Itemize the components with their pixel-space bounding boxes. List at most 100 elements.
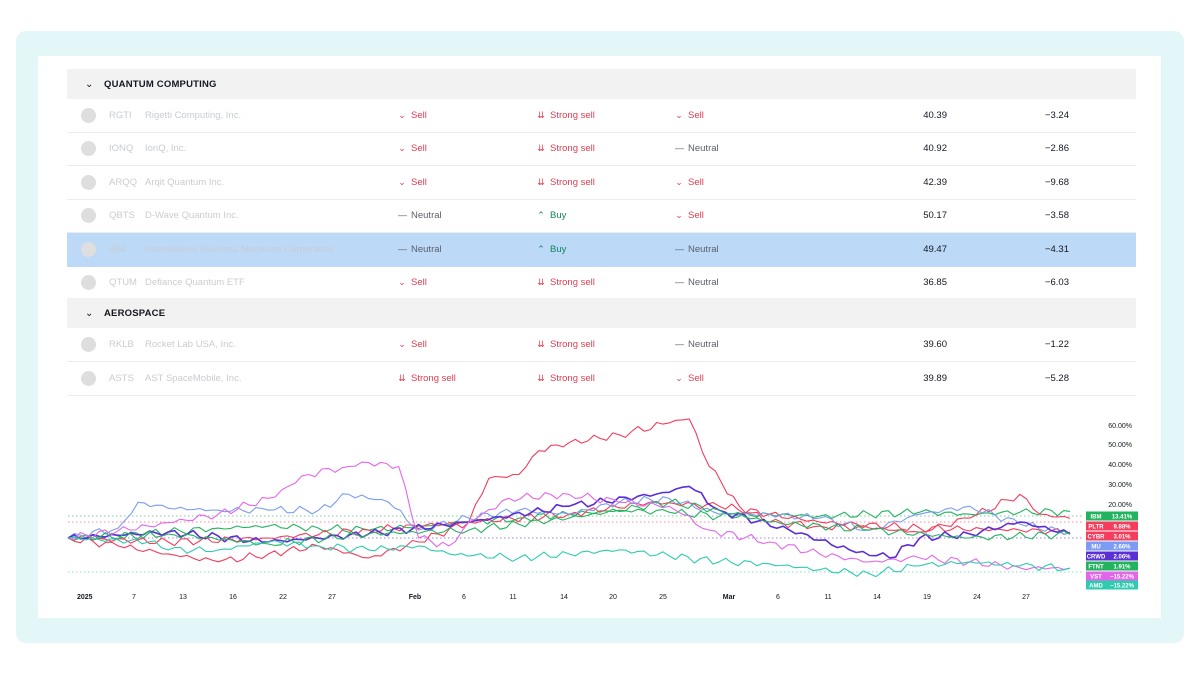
chevron-down-icon[interactable]: ⌄ xyxy=(85,78,94,90)
double-chevron-down-icon: ⇊ xyxy=(398,373,406,383)
ticker-symbol[interactable]: QTUM xyxy=(109,277,137,288)
ticker-symbol[interactable]: ASTS xyxy=(109,373,134,384)
rating-r2: ⇊ Strong sell xyxy=(537,132,595,165)
x-tick-label: 13 xyxy=(179,594,187,601)
series-value-label: 2.06% xyxy=(1113,555,1131,561)
series-name-tag xyxy=(1086,541,1106,551)
rating-label: Strong sell xyxy=(550,110,595,121)
chevron-down-icon: ⌄ xyxy=(398,177,406,187)
ticker-symbol[interactable]: QBTS xyxy=(109,210,135,221)
series-name-label: IBM xyxy=(1091,515,1102,521)
rating-label: Strong sell xyxy=(411,373,456,384)
value-cell: 40.92 xyxy=(923,143,947,154)
rating-label: Neutral xyxy=(411,244,442,255)
group-header-aerospace[interactable]: ⌄ AEROSPACE xyxy=(67,298,1136,328)
x-tick-label: 25 xyxy=(659,594,667,601)
table-row[interactable]: QBTS D-Wave Quantum Inc. — Neutral ⌃ Buy ⌄ Sell… xyxy=(67,199,1136,233)
x-tick-label: 6 xyxy=(776,594,780,601)
company-logo xyxy=(81,275,96,290)
company-logo xyxy=(81,141,96,156)
rating-r2: ⇊ Strong sell xyxy=(537,362,595,395)
chevron-down-icon: ⌄ xyxy=(398,277,406,287)
rating-r1: ⇊ Strong sell xyxy=(398,362,456,395)
change-cell: −3.24 xyxy=(1044,110,1069,121)
series-value-tag xyxy=(1106,511,1138,521)
ticker-symbol[interactable]: RKLB xyxy=(109,339,134,350)
series-name-label: CYBR xyxy=(1087,535,1105,541)
rating-label: Buy xyxy=(550,210,567,221)
change-cell: −3.58 xyxy=(1044,210,1069,221)
group-header-quantum-computing[interactable]: ⌄ QUANTUM COMPUTING xyxy=(67,69,1136,99)
chevron-down-icon: ⌄ xyxy=(675,373,683,383)
series-value-tag xyxy=(1106,551,1138,561)
dash-icon: — xyxy=(675,143,684,153)
series-value-label: 13.41% xyxy=(1112,515,1133,521)
series-name-label: FTNT xyxy=(1088,565,1104,571)
x-tick-label: 2025 xyxy=(77,594,93,601)
x-tick-label: 14 xyxy=(560,594,568,601)
rating-label: Neutral xyxy=(688,277,719,288)
rating-label: Sell xyxy=(411,177,427,188)
series-name-tag xyxy=(1086,580,1106,590)
rating-r1: ⌄ Sell xyxy=(398,328,427,361)
rating-label: Neutral xyxy=(688,244,719,255)
rating-label: Neutral xyxy=(688,339,719,350)
ticker-symbol[interactable]: ARQQ xyxy=(109,177,137,188)
y-tick-label: 60.00% xyxy=(1108,423,1132,430)
rating-r1: — Neutral xyxy=(398,233,442,266)
chevron-down-icon: ⌄ xyxy=(675,177,683,187)
table-row[interactable]: ASTS AST SpaceMobile, Inc. ⇊ Strong sell ⇊ St… xyxy=(67,362,1136,396)
table-row[interactable]: IONQ IonQ, Inc. ⌄ Sell ⇊ Strong sell — Neutral 4… xyxy=(67,132,1136,166)
chevron-down-icon: ⌄ xyxy=(398,110,406,120)
x-tick-label: 16 xyxy=(229,594,237,601)
rating-r3: — Neutral xyxy=(675,233,719,266)
series-line-mu[interactable] xyxy=(67,493,1071,539)
series-name-label: AMD xyxy=(1089,584,1103,590)
ticker-symbol[interactable]: RGTI xyxy=(109,110,132,121)
rating-r2: ⇊ Strong sell xyxy=(537,166,595,199)
rating-label: Sell xyxy=(411,143,427,154)
double-chevron-down-icon: ⇊ xyxy=(537,110,545,120)
chevron-up-icon: ⌃ xyxy=(537,244,545,254)
change-cell: −5.28 xyxy=(1044,373,1069,384)
value-cell: 36.85 xyxy=(923,277,947,288)
x-tick-label: Mar xyxy=(723,594,736,601)
ticker-symbol[interactable]: IBM xyxy=(109,244,126,255)
series-line-amd[interactable] xyxy=(67,536,1071,578)
rating-label: Sell xyxy=(688,210,704,221)
ticker-symbol[interactable]: IONQ xyxy=(109,143,134,154)
x-tick-label: 27 xyxy=(1022,594,1030,601)
rating-label: Strong sell xyxy=(550,277,595,288)
value-cell: 39.89 xyxy=(923,373,947,384)
series-line-ibm[interactable] xyxy=(67,508,1071,540)
company-logo xyxy=(81,242,96,257)
y-tick-label: 20.00% xyxy=(1108,502,1132,509)
rating-label: Strong sell xyxy=(550,373,595,384)
series-name-label: MU xyxy=(1091,545,1100,551)
rating-r3: — Neutral xyxy=(675,328,719,361)
table-row[interactable]: IBM International Business Machines Corpo… xyxy=(67,233,1136,267)
double-chevron-down-icon: ⇊ xyxy=(537,177,545,187)
series-value-label: −15.22% xyxy=(1110,575,1135,581)
change-cell: −4.31 xyxy=(1044,244,1069,255)
series-line-ftnt[interactable] xyxy=(67,498,1071,546)
rating-r2: ⇊ Strong sell xyxy=(537,99,595,132)
series-line-vst[interactable] xyxy=(67,461,1071,571)
rating-r2: ⌃ Buy xyxy=(537,199,566,232)
series-name-tag xyxy=(1086,571,1106,581)
rating-label: Strong sell xyxy=(550,177,595,188)
series-name-tag xyxy=(1086,551,1106,561)
rating-r1: ⌄ Sell xyxy=(398,166,427,199)
double-chevron-down-icon: ⇊ xyxy=(537,373,545,383)
chevron-down-icon: ⌄ xyxy=(398,143,406,153)
table-row[interactable]: RKLB Rocket Lab USA, Inc. ⌄ Sell ⇊ Strong sel… xyxy=(67,328,1136,362)
chevron-down-icon[interactable]: ⌄ xyxy=(85,307,94,319)
table-row[interactable]: RGTI Rigetti Computing, Inc. ⌄ Sell ⇊ Strong … xyxy=(67,99,1136,133)
company-logo xyxy=(81,175,96,190)
table-row[interactable]: ARQQ Arqit Quantum Inc. ⌄ Sell ⇊ Strong sell ⌄… xyxy=(67,166,1136,200)
series-line-pltr[interactable] xyxy=(67,418,1071,563)
rating-label: Sell xyxy=(688,373,704,384)
rating-r3: ⌄ Sell xyxy=(675,362,704,395)
series-line-crwd[interactable] xyxy=(67,485,1071,559)
